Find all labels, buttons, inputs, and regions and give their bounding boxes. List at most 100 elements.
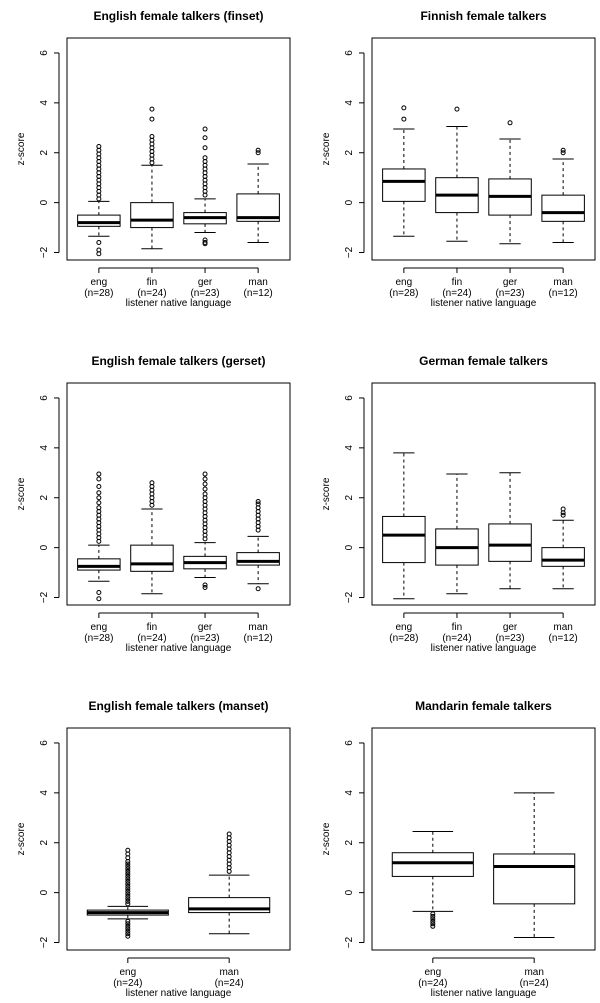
iqr-box	[130, 544, 174, 572]
y-tick-label: 4	[39, 100, 50, 106]
x-tick-label: eng	[396, 622, 413, 633]
y-axis-label: z-score	[16, 477, 27, 510]
outlier-point	[125, 883, 131, 889]
outlier-point	[401, 116, 407, 122]
x-axis-label: listener native language	[126, 988, 232, 999]
box-ger	[183, 471, 227, 591]
x-tick-count: (n=24)	[520, 978, 549, 989]
x-tick-count: (n=24)	[215, 978, 244, 989]
outlier-point	[202, 582, 208, 588]
y-tick-label: 4	[344, 445, 355, 451]
outlier-point	[125, 863, 131, 869]
box-man	[541, 147, 585, 244]
x-tick-count: (n=12)	[244, 288, 273, 299]
outlier-point	[430, 923, 436, 929]
y-axis-label: z-score	[16, 132, 27, 165]
outlier-point	[401, 105, 407, 111]
plot-frame	[371, 727, 596, 951]
outlier-point	[125, 881, 131, 887]
y-tick-label: −2	[344, 936, 355, 948]
outlier-point	[96, 476, 102, 482]
y-tick-label: −2	[39, 591, 50, 603]
outlier-point	[96, 144, 102, 150]
outlier-point	[560, 506, 566, 512]
outlier-point	[255, 150, 261, 156]
y-tick-label: 2	[39, 495, 50, 501]
outlier-point	[149, 134, 155, 140]
outlier-point	[202, 585, 208, 591]
iqr-box	[77, 214, 121, 227]
x-tick-label: fin	[452, 277, 463, 288]
x-tick-label: man	[248, 277, 267, 288]
box-man	[236, 147, 280, 244]
panel-title: Mandarin female talkers	[415, 699, 552, 713]
y-tick-label: 2	[344, 150, 355, 156]
outlier-point	[255, 586, 261, 592]
y-axis-label: z-score	[321, 477, 332, 510]
panel-title: Finnish female talkers	[420, 9, 546, 23]
x-tick-count: (n=28)	[84, 288, 113, 299]
plot-frame	[66, 382, 291, 606]
iqr-box	[541, 547, 585, 567]
box-man	[188, 831, 271, 935]
outlier-point	[454, 106, 460, 112]
x-tick-label: man	[248, 622, 267, 633]
iqr-box	[77, 558, 121, 571]
y-tick-label: −2	[344, 246, 355, 258]
box-man	[541, 506, 585, 590]
box-eng	[391, 831, 474, 929]
y-tick-label: 6	[344, 740, 355, 746]
x-tick-label: eng	[424, 967, 441, 978]
outlier-point	[96, 596, 102, 602]
x-axis-label: listener native language	[126, 643, 232, 654]
x-tick-count: (n=12)	[549, 633, 578, 644]
outlier-point	[430, 913, 436, 919]
outlier-point	[125, 868, 131, 874]
outlier-point	[430, 911, 436, 917]
x-tick-count: (n=24)	[113, 978, 142, 989]
x-tick-count: (n=28)	[389, 288, 418, 299]
outlier-point	[507, 120, 513, 126]
outlier-point	[96, 471, 102, 477]
y-tick-label: 4	[344, 790, 355, 796]
box-ger	[183, 126, 227, 247]
outlier-point	[255, 147, 261, 153]
y-tick-label: 0	[39, 199, 50, 205]
outlier-point	[202, 241, 208, 247]
outlier-point	[226, 831, 232, 837]
y-tick-label: 4	[39, 790, 50, 796]
y-tick-label: 0	[344, 199, 355, 205]
outlier-point	[149, 480, 155, 486]
x-tick-label: ger	[198, 277, 213, 288]
plot-frame	[66, 37, 291, 261]
y-tick-label: −2	[39, 246, 50, 258]
outlier-point	[560, 150, 566, 156]
outlier-point	[255, 501, 261, 507]
outlier-point	[125, 893, 131, 899]
box-eng	[382, 105, 426, 237]
y-axis-label: z-score	[321, 822, 332, 855]
y-tick-label: 0	[344, 889, 355, 895]
outlier-point	[96, 495, 102, 501]
y-tick-label: −2	[39, 936, 50, 948]
y-tick-label: 2	[39, 840, 50, 846]
box-eng	[86, 847, 169, 939]
x-tick-label: man	[553, 622, 572, 633]
y-tick-label: 2	[344, 840, 355, 846]
box-ger	[488, 120, 532, 245]
x-tick-count: (n=24)	[137, 633, 166, 644]
y-tick-label: 4	[344, 100, 355, 106]
y-axis-label: z-score	[16, 822, 27, 855]
x-tick-count: (n=24)	[137, 288, 166, 299]
box-man	[236, 498, 280, 592]
outlier-point	[125, 871, 131, 877]
panel-2: Finnish female talkers−20246z-scoreeng(n…	[321, 9, 596, 309]
outlier-point	[202, 471, 208, 477]
x-tick-label: fin	[147, 277, 158, 288]
iqr-box	[382, 168, 426, 202]
panel-1: English female talkers (finset) −2 0 2 4 6 z-s…	[16, 9, 291, 309]
x-tick-label: fin	[452, 622, 463, 633]
outlier-point	[125, 873, 131, 879]
panel-3: English female talkers (gerset) −2 0 2 4 6 z-s…	[16, 354, 291, 654]
outlier-point	[96, 500, 102, 506]
